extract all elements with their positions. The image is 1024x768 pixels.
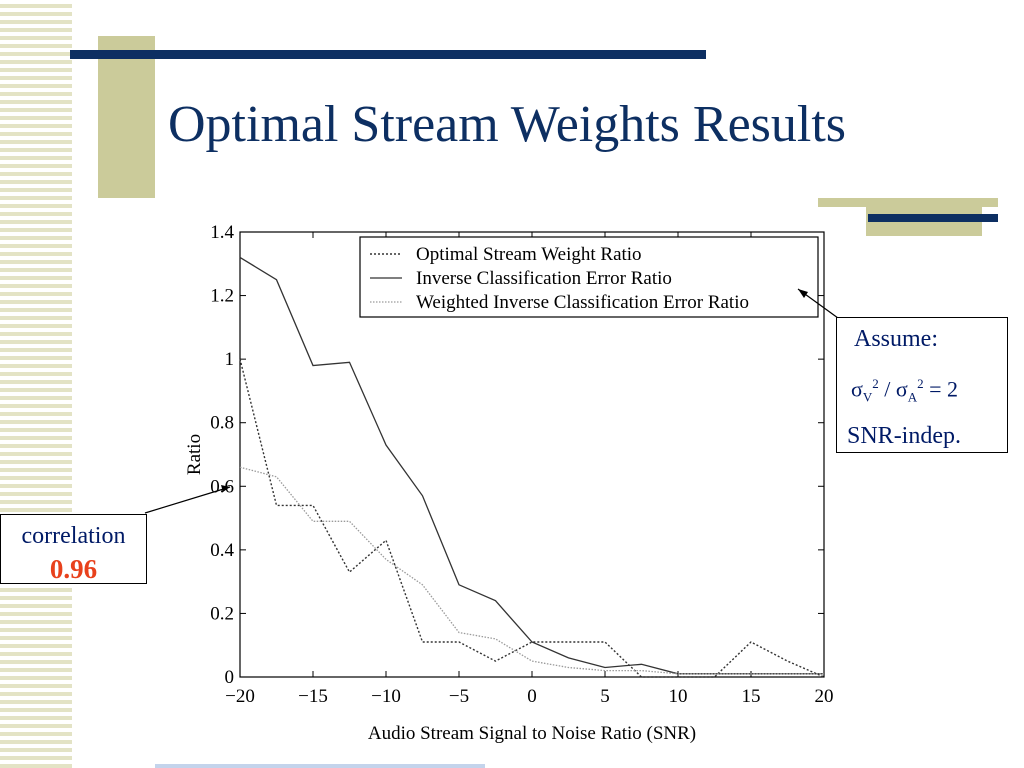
y-axis-label: Ratio	[184, 434, 205, 475]
formula-equals: = 2	[923, 376, 959, 402]
x-tick-label: 10	[669, 686, 688, 707]
sup-a: 2	[917, 376, 924, 391]
legend-box	[359, 236, 819, 318]
snr-indep-label: SNR-indep.	[847, 423, 961, 449]
legend-label-3: Weighted Inverse Classification Error Ra…	[416, 292, 749, 313]
legend-label-1: Optimal Stream Weight Ratio	[416, 244, 642, 265]
olive-rule-right	[818, 198, 998, 207]
legend-label-2: Inverse Classification Error Ratio	[416, 268, 672, 289]
correlation-box: correlation 0.96	[0, 514, 147, 584]
assume-label: Assume:	[854, 326, 938, 352]
sigma-v: σ	[851, 376, 863, 402]
x-tick-label: −5	[449, 686, 469, 707]
y-tick-label: 0.4	[210, 540, 234, 561]
arrow-correlation-line	[144, 486, 231, 514]
arrow-assume-head	[798, 289, 808, 298]
series-line-3	[239, 466, 824, 675]
y-tick-label: 1.2	[210, 286, 234, 307]
x-tick-label: −20	[225, 686, 255, 707]
sub-v: V	[862, 389, 873, 405]
y-tick-label: 0.8	[210, 413, 234, 434]
legend: Optimal Stream Weight Ratio Inverse Class…	[359, 236, 819, 318]
x-tick-label: 5	[600, 686, 610, 707]
y-tick-label: 1.4	[210, 222, 234, 243]
bottom-accent-bar	[155, 764, 485, 768]
navy-rule-top	[70, 50, 706, 59]
series-line-1	[239, 358, 825, 678]
y-tick-label: 1	[225, 349, 235, 370]
formula-slash: /	[878, 376, 896, 402]
navy-rule-right	[868, 214, 998, 222]
slide-title: Optimal Stream Weights Results	[168, 96, 847, 153]
y-tick-label: 0	[225, 667, 235, 688]
y-tick-label: 0.2	[210, 603, 234, 624]
decorative-stripes	[0, 0, 72, 768]
sup-v: 2	[872, 376, 879, 391]
variance-ratio-formula: σV2 / σA2 = 2	[851, 376, 958, 406]
olive-block-left	[98, 36, 155, 198]
assumption-box: Assume: σV2 / σA2 = 2 SNR-indep.	[836, 317, 1008, 453]
arrow-correlation-head	[221, 485, 230, 492]
sigma-a: σ	[895, 376, 908, 402]
correlation-label: correlation	[21, 523, 126, 549]
x-tick-label: 20	[815, 686, 834, 707]
correlation-value: 0.96	[49, 554, 98, 584]
x-tick-label: −10	[371, 686, 401, 707]
x-tick-label: 0	[527, 686, 537, 707]
x-tick-label: −15	[298, 686, 328, 707]
x-axis-label: Audio Stream Signal to Noise Ratio (SNR)	[368, 723, 696, 744]
sub-a: A	[907, 389, 918, 405]
x-tick-label: 15	[742, 686, 761, 707]
